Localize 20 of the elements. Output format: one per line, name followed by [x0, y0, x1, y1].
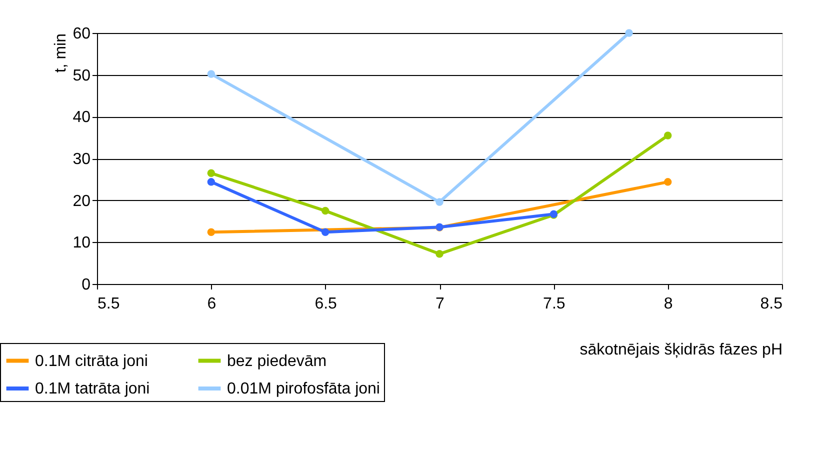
y-tick-label: 60	[72, 26, 91, 42]
x-tick-label: 8.5	[760, 296, 783, 312]
y-tick-label: 20	[72, 192, 91, 210]
legend-label: 0.1M tatrāta joni	[35, 380, 150, 398]
x-tick-label: 6	[207, 296, 216, 312]
y-tick-label: 30	[72, 151, 91, 168]
legend-label: 0.1M citrāta joni	[35, 352, 148, 370]
y-tick-label: 40	[72, 109, 91, 126]
x-tick-label: 6.5	[314, 296, 338, 312]
y-tick-label: 50	[72, 67, 91, 84]
legend-label: 0.01M pirofosfāta joni	[227, 380, 380, 398]
y-tick-label: 0	[82, 276, 91, 294]
x-tick-label: 7	[436, 296, 445, 312]
x-axis-title: sākotnējais šķidrās fāzes pH	[580, 342, 782, 358]
y-tick-label: 10	[72, 234, 91, 252]
legend-label: bez piedevām	[227, 352, 327, 370]
x-tick-label: 7.5	[543, 296, 566, 312]
x-tick-label: 5.5	[98, 296, 120, 312]
x-tick-label: 8	[664, 296, 673, 312]
y-axis-title: t, min	[52, 34, 70, 73]
